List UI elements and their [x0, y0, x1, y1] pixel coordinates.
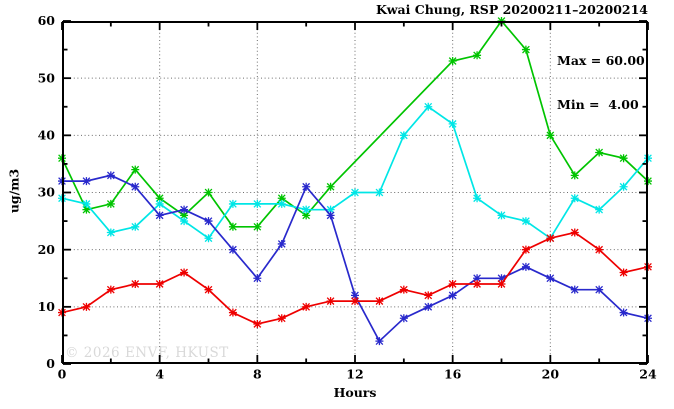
x-axis-label: Hours	[333, 385, 377, 400]
y-tick-label: 40	[38, 128, 56, 143]
series-blue-line	[62, 174, 649, 343]
watermark: © 2026 ENVF, HKUST	[65, 345, 229, 361]
y-tick-label: 10	[38, 299, 56, 314]
min-value-label: Min = 4.00	[557, 96, 639, 112]
max-value-label: Max = 60.00	[557, 53, 645, 68]
chart-title: Kwai Chung, RSP 20200211–20200214	[375, 2, 648, 17]
y-tick-label: 60	[38, 13, 56, 28]
x-tick-label: 8	[253, 367, 262, 382]
y-tick-label: 20	[38, 242, 56, 257]
y-tick-label: 30	[38, 185, 56, 200]
y-axis-label: ug/m3	[6, 168, 22, 214]
x-tick-label: 20	[542, 367, 560, 382]
y-tick-label: 50	[38, 70, 56, 85]
y-tick-label: 0	[46, 356, 55, 371]
series-blue-markers	[58, 171, 652, 346]
axis-ticks	[61, 20, 649, 365]
x-tick-label: 12	[346, 367, 363, 382]
x-tick-label: 0	[58, 367, 67, 382]
minmax-annotation: Max = 60.00 Min = 4.00	[557, 25, 645, 141]
tick-labels: 0 10 20 30 40 50 60 0 4 8 12 16 20 24	[38, 13, 657, 381]
x-tick-label: 4	[155, 367, 164, 382]
x-tick-label: 16	[444, 367, 462, 382]
series-blue	[58, 171, 652, 346]
x-tick-label: 24	[639, 367, 657, 382]
